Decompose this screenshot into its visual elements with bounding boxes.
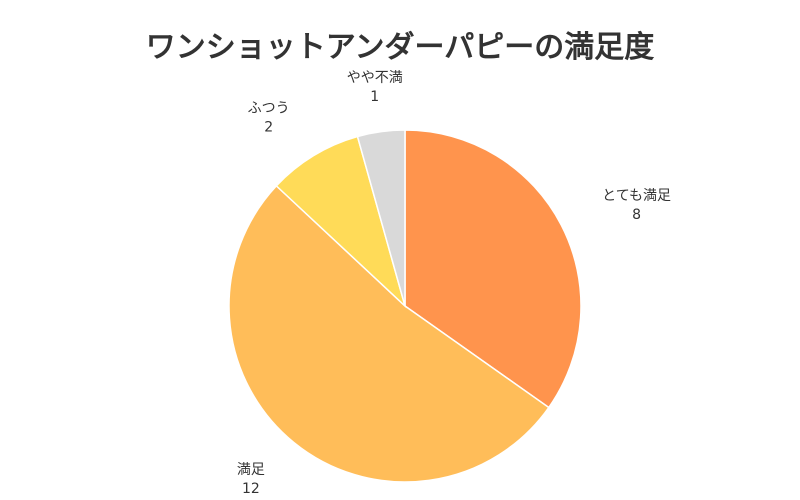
slice-value-label: 2: [264, 119, 273, 135]
slice-label: 満足: [237, 462, 265, 478]
slice-value-label: 12: [242, 481, 260, 497]
slice-value-label: 8: [632, 207, 641, 223]
slice-label: とても満足: [602, 188, 671, 204]
pie-slice: [275, 135, 407, 309]
pie-slice: [356, 129, 406, 307]
pie-slices: [228, 129, 582, 483]
pie-slice: [404, 129, 582, 409]
pie-labels: とても満足 8 満足 12 ふつう 2 やや不満 1: [237, 70, 671, 497]
chart-title: ワンショットアンダーパピーの満足度: [145, 30, 655, 65]
pie-slice: [228, 184, 550, 483]
slice-label: やや不満: [347, 70, 403, 86]
slice-value-label: 1: [370, 89, 379, 105]
slice-label: ふつう: [248, 100, 290, 116]
